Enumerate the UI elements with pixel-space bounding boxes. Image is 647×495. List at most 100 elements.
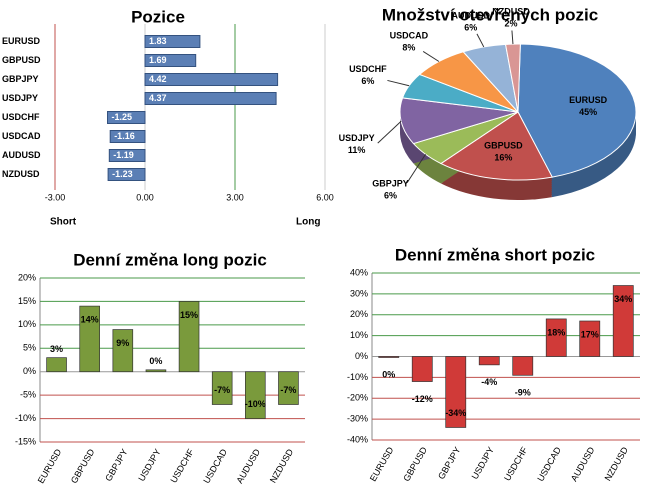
bar <box>144 92 277 105</box>
value-label: 15% <box>180 310 198 320</box>
bar <box>211 371 233 405</box>
bar <box>178 301 200 373</box>
y-tick-label: USDCAD <box>2 131 41 141</box>
value-label: 4.42 <box>149 74 167 84</box>
y-tick-label: GBPUSD <box>2 55 41 65</box>
x-tick-label: USDJPY <box>136 447 162 483</box>
bar <box>112 329 134 373</box>
bar <box>46 357 67 373</box>
chart-title: Pozice <box>131 7 185 26</box>
x-tick-label: USDJPY <box>470 445 496 481</box>
x-tick-label: 3.00 <box>226 192 244 202</box>
y-tick-label: 5% <box>23 343 36 353</box>
y-tick-label: 10% <box>350 330 368 340</box>
x-tick-label: AUDUSD <box>234 447 262 485</box>
value-label: 14% <box>81 314 99 324</box>
value-label: 6% <box>361 76 374 86</box>
x-tick-label: AUDUSD <box>569 445 597 483</box>
y-tick-label: -10% <box>15 413 36 423</box>
value-label: -4% <box>481 377 497 387</box>
value-label: -34% <box>445 408 466 418</box>
y-tick-label: -30% <box>347 414 368 424</box>
leader-line <box>377 120 402 144</box>
value-label: 18% <box>547 327 565 337</box>
value-label: 9% <box>116 338 129 348</box>
value-label: -1.23 <box>112 169 133 179</box>
leader-line <box>511 30 514 45</box>
leader-line <box>422 50 440 62</box>
axis-label: Short <box>50 217 77 228</box>
y-tick-label: 0% <box>23 366 36 376</box>
bar <box>278 371 299 405</box>
value-label: -1.19 <box>113 150 134 160</box>
leader-line <box>406 154 427 184</box>
chart-title: Množství otevřených pozic <box>382 5 598 24</box>
value-label: 3% <box>50 344 63 354</box>
bar <box>144 54 197 67</box>
value-label: 4.37 <box>149 93 167 103</box>
y-tick-label: 20% <box>350 309 368 319</box>
slice-label: GBPJPY <box>372 179 409 189</box>
bar <box>79 305 100 373</box>
y-tick-label: 20% <box>18 272 36 282</box>
value-label: 1.69 <box>149 55 167 65</box>
slice-label: EURUSD <box>569 95 608 105</box>
slice-label: USDCAD <box>390 31 429 41</box>
slice-label: USDCHF <box>349 64 387 74</box>
bar <box>445 356 467 428</box>
bar <box>512 356 534 376</box>
x-tick-label: USDCHF <box>502 445 530 483</box>
chart-title: Denní změna short pozic <box>395 245 595 264</box>
x-tick-label: -3.00 <box>45 192 66 202</box>
bar <box>109 130 146 143</box>
x-tick-label: GBPJPY <box>436 445 462 481</box>
y-tick-label: -20% <box>347 393 368 403</box>
slice-label: GBPUSD <box>484 140 523 150</box>
value-label: 6% <box>464 23 477 33</box>
slice-label: AUDUSD <box>452 11 491 21</box>
slice-label: NZDUSD <box>492 7 530 17</box>
y-tick-label: 30% <box>350 288 368 298</box>
leader-line <box>476 33 485 48</box>
value-label: -9% <box>515 388 531 398</box>
bar <box>612 285 634 357</box>
value-label: 34% <box>614 294 632 304</box>
bar <box>411 356 433 382</box>
value-label: -12% <box>412 394 433 404</box>
y-tick-label: 10% <box>18 319 36 329</box>
bar <box>144 73 279 86</box>
bar <box>145 369 167 373</box>
value-label: -7% <box>214 385 230 395</box>
value-label: 16% <box>494 152 512 162</box>
chart-title: Denní změna long pozic <box>73 250 267 269</box>
value-label: 17% <box>581 329 599 339</box>
bar <box>478 356 500 366</box>
value-label: -1.25 <box>112 112 133 122</box>
y-tick-label: 0% <box>355 351 368 361</box>
value-label: 8% <box>402 43 415 53</box>
x-tick-label: EURUSD <box>36 447 64 485</box>
bar <box>108 149 146 162</box>
leader-line <box>387 79 410 87</box>
bar <box>579 320 601 357</box>
value-label: 1.83 <box>149 36 167 46</box>
value-label: 2% <box>505 19 518 29</box>
x-tick-label: 6.00 <box>316 192 334 202</box>
y-tick-label: AUDUSD <box>2 150 41 160</box>
x-tick-label: GBPUSD <box>69 447 97 485</box>
y-tick-label: USDJPY <box>2 93 38 103</box>
value-label: 6% <box>384 191 397 201</box>
y-tick-label: GBPJPY <box>2 74 39 84</box>
y-tick-label: 15% <box>18 296 36 306</box>
x-tick-label: NZDUSD <box>268 447 296 485</box>
value-label: 45% <box>579 107 597 117</box>
x-tick-label: GBPUSD <box>401 445 429 483</box>
axis-label: Long <box>296 217 320 228</box>
bar <box>378 356 400 358</box>
value-label: -1.16 <box>114 131 135 141</box>
pie-slice <box>439 111 553 181</box>
value-label: 11% <box>348 145 366 155</box>
y-tick-label: -10% <box>347 372 368 382</box>
x-tick-label: USDCAD <box>535 445 563 483</box>
slice-label: USDJPY <box>339 133 375 143</box>
